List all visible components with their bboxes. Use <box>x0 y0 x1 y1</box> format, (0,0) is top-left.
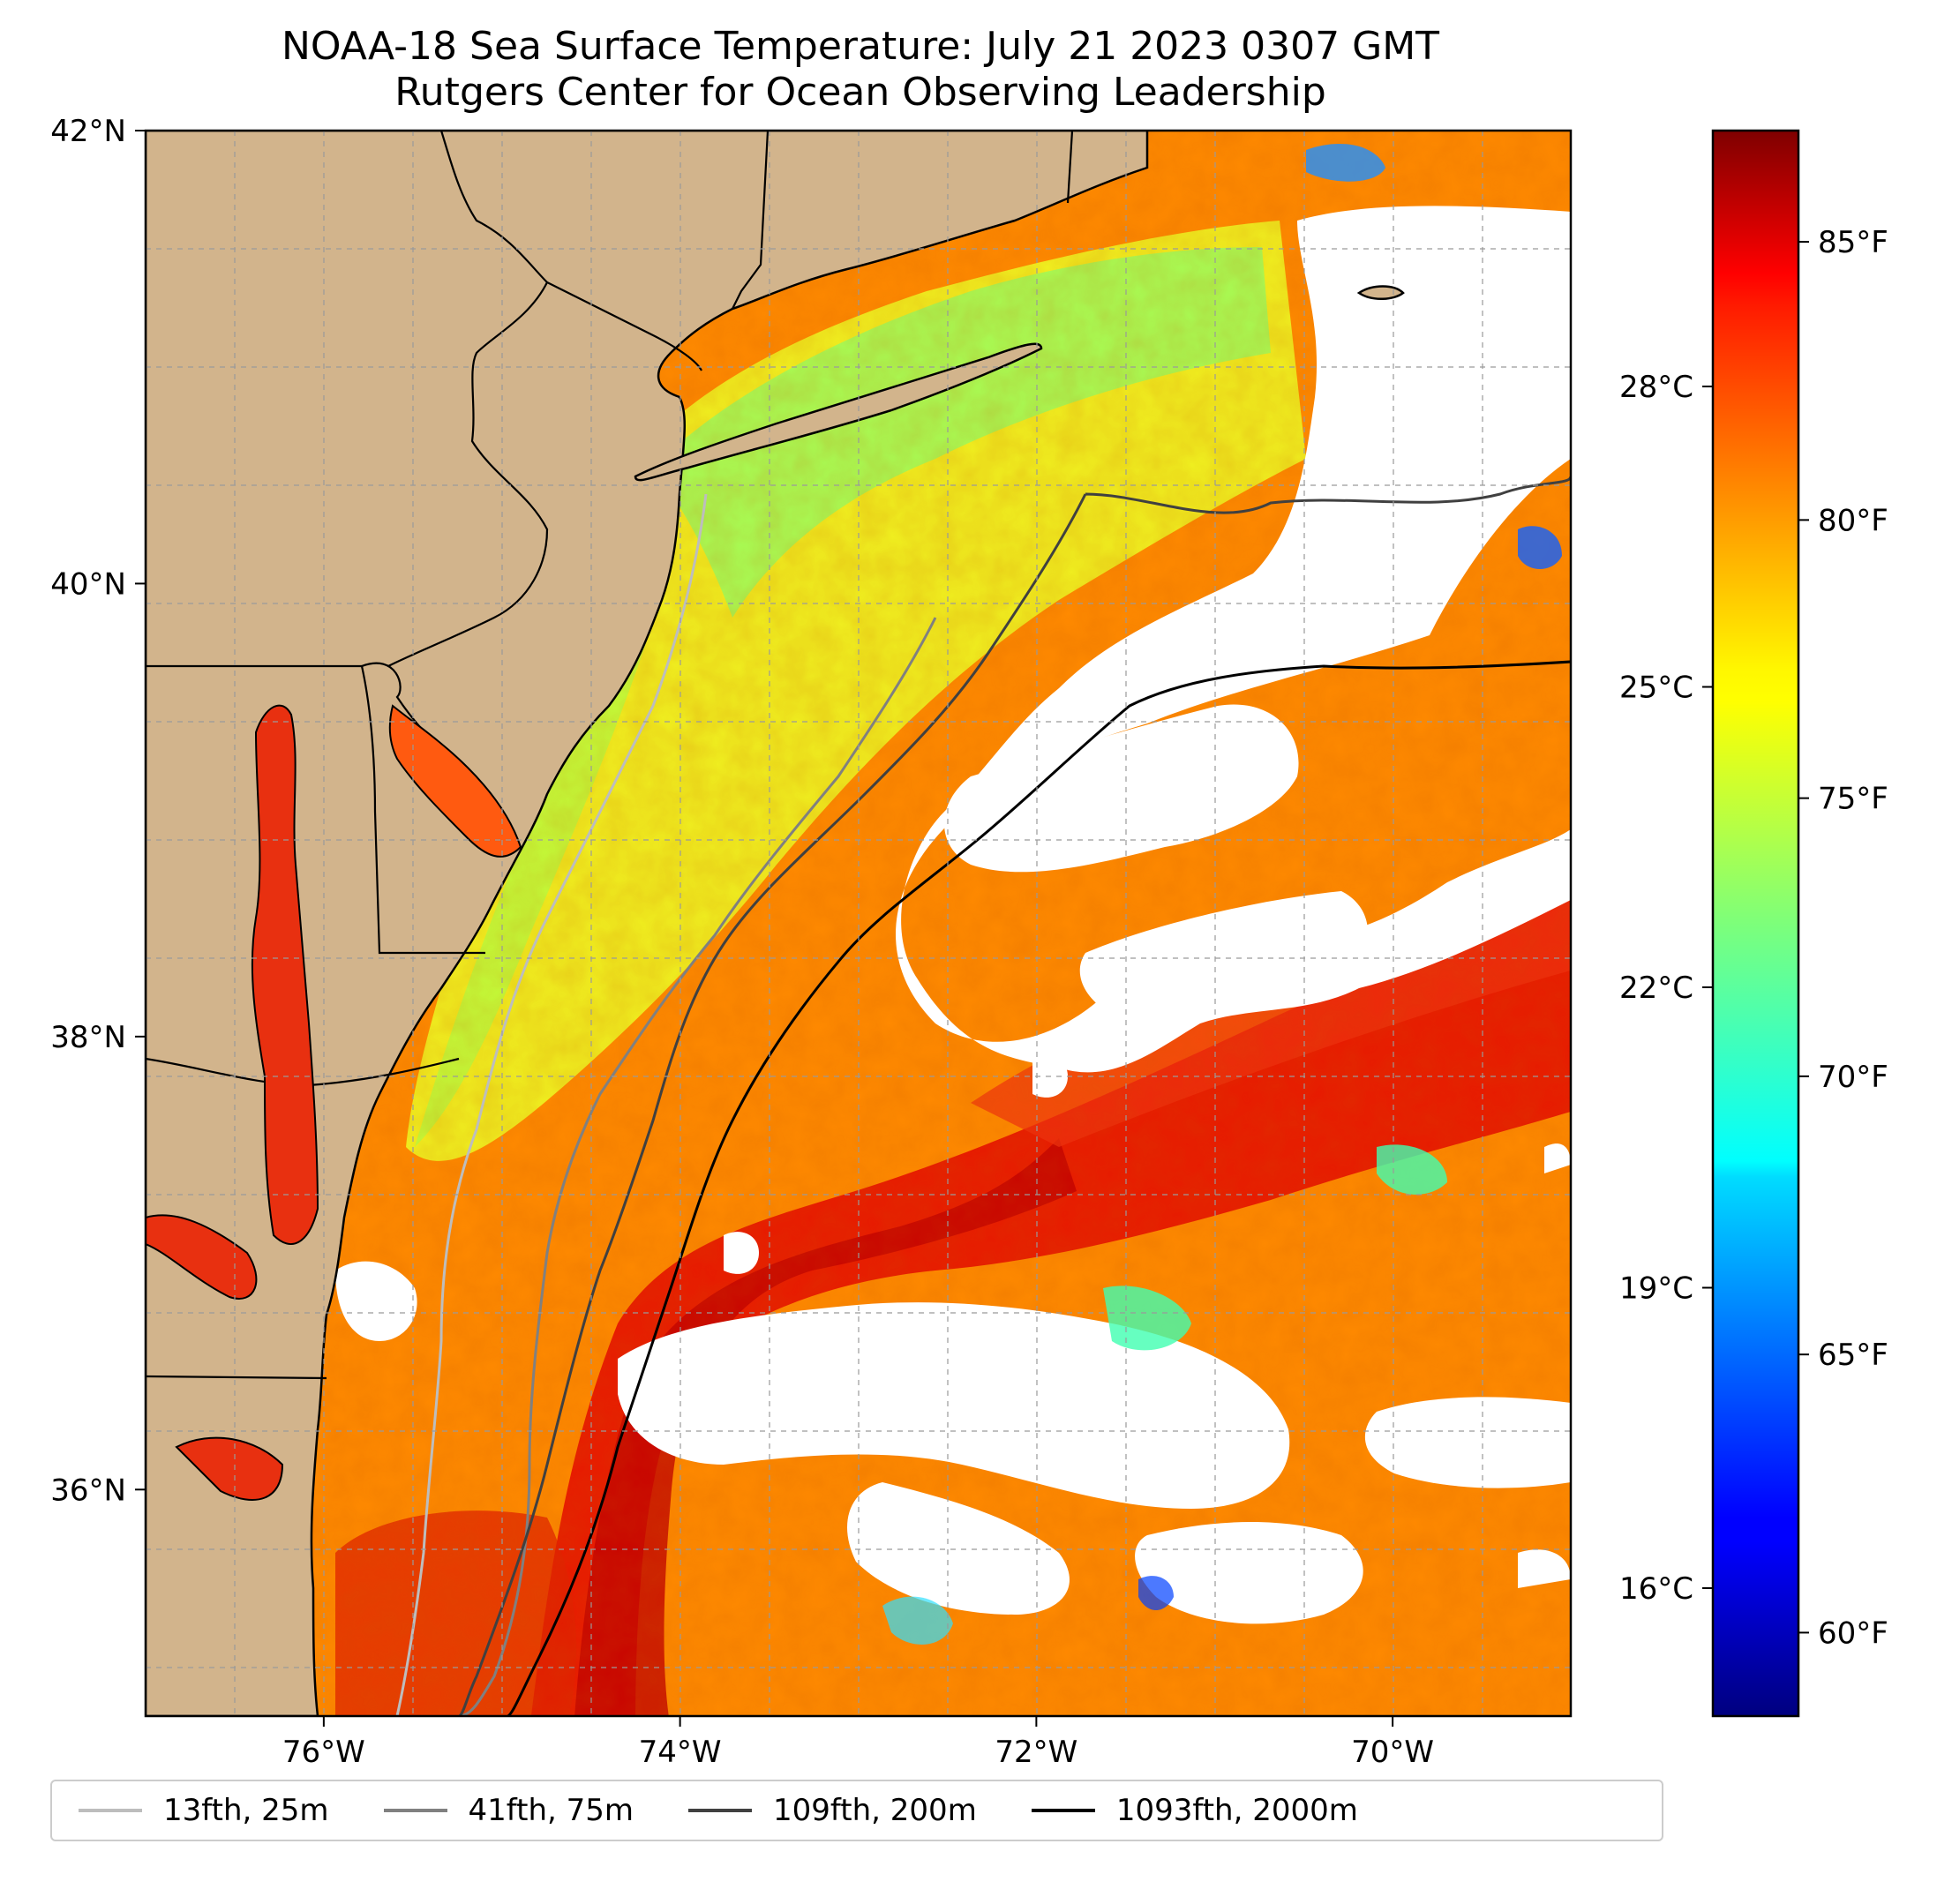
lat-tick-label: 42°N <box>50 114 126 149</box>
legend-label: 109fth, 200m <box>773 1793 977 1828</box>
map-plot-area <box>146 131 1571 1716</box>
contour-25m <box>395 493 708 1716</box>
land-mainland <box>146 131 1149 1716</box>
lat-tick-label: 40°N <box>50 566 126 602</box>
legend-item: 1093fth, 2000m <box>1031 1793 1358 1828</box>
legend-label: 1093fth, 2000m <box>1115 1793 1358 1828</box>
colorbar-f-tick-label: 70°F <box>1818 1060 1888 1095</box>
colorbar-c-tick-label: 28°C <box>1619 370 1693 405</box>
bathymetry-contours <box>395 476 1571 1716</box>
colorbar-f-tick-label: 80°F <box>1818 503 1888 538</box>
state-borders <box>146 131 1074 1380</box>
nantucket <box>1356 285 1405 300</box>
colorbar-f-axis: 85°F 80°F 75°F 70°F 65°F 60°F <box>1798 225 1888 1651</box>
colorbar <box>1711 129 1800 1718</box>
colorbar-f-tick-label: 75°F <box>1818 782 1888 817</box>
colorbar-c-axis: 28°C 25°C 22°C 19°C 16°C <box>1619 370 1713 1607</box>
lon-tick-label: 76°W <box>282 1735 365 1770</box>
lat-tick-label: 38°N <box>50 1020 126 1055</box>
colorbar-f-tick-label: 85°F <box>1818 225 1888 260</box>
contour-75m <box>458 617 937 1716</box>
land <box>146 131 1405 1716</box>
colorbar-c-tick-label: 22°C <box>1619 971 1693 1006</box>
colorbar-c-tick-label: 25°C <box>1619 671 1693 706</box>
contour-2000m <box>507 660 1571 1716</box>
map-frame <box>144 129 1573 1718</box>
bays <box>146 704 522 1501</box>
lon-tick-label: 70°W <box>1351 1735 1434 1770</box>
legend-line-swatch <box>79 1809 142 1812</box>
contour-legend: 13fth, 25m 41fth, 75m 109fth, 200m 1093fth,… <box>50 1780 1663 1841</box>
colorbar-f-tick-label: 60°F <box>1818 1615 1888 1651</box>
lon-axis: 76°W 74°W 72°W 70°W <box>282 1716 1434 1770</box>
contour-200m <box>458 476 1571 1716</box>
legend-label: 13fth, 25m <box>163 1793 329 1828</box>
legend-item: 109fth, 200m <box>688 1793 977 1828</box>
legend-line-swatch <box>1031 1809 1095 1812</box>
chart-title: NOAA-18 Sea Surface Temperature: July 21… <box>281 24 1440 69</box>
lon-tick-label: 74°W <box>639 1735 722 1770</box>
legend-line-swatch <box>688 1809 753 1812</box>
legend-item: 13fth, 25m <box>79 1793 329 1828</box>
legend-line-swatch <box>383 1809 447 1812</box>
cloud-mask <box>335 206 1571 1624</box>
cool-patches <box>882 143 1562 1645</box>
legend-label: 41fth, 75m <box>468 1793 634 1828</box>
colorbar-c-tick-label: 19°C <box>1619 1271 1693 1306</box>
lon-tick-label: 72°W <box>995 1735 1077 1770</box>
colorbar-c-tick-label: 16°C <box>1619 1571 1693 1607</box>
gridlines <box>146 131 1571 1716</box>
long-island <box>634 342 1043 482</box>
lat-tick-label: 36°N <box>50 1473 126 1508</box>
chart-subtitle: Rutgers Center for Ocean Observing Leade… <box>394 70 1326 115</box>
legend-item: 41fth, 75m <box>383 1793 634 1828</box>
lat-axis: 42°N 40°N 38°N 36°N <box>50 114 146 1508</box>
colorbar-f-tick-label: 65°F <box>1818 1338 1888 1373</box>
